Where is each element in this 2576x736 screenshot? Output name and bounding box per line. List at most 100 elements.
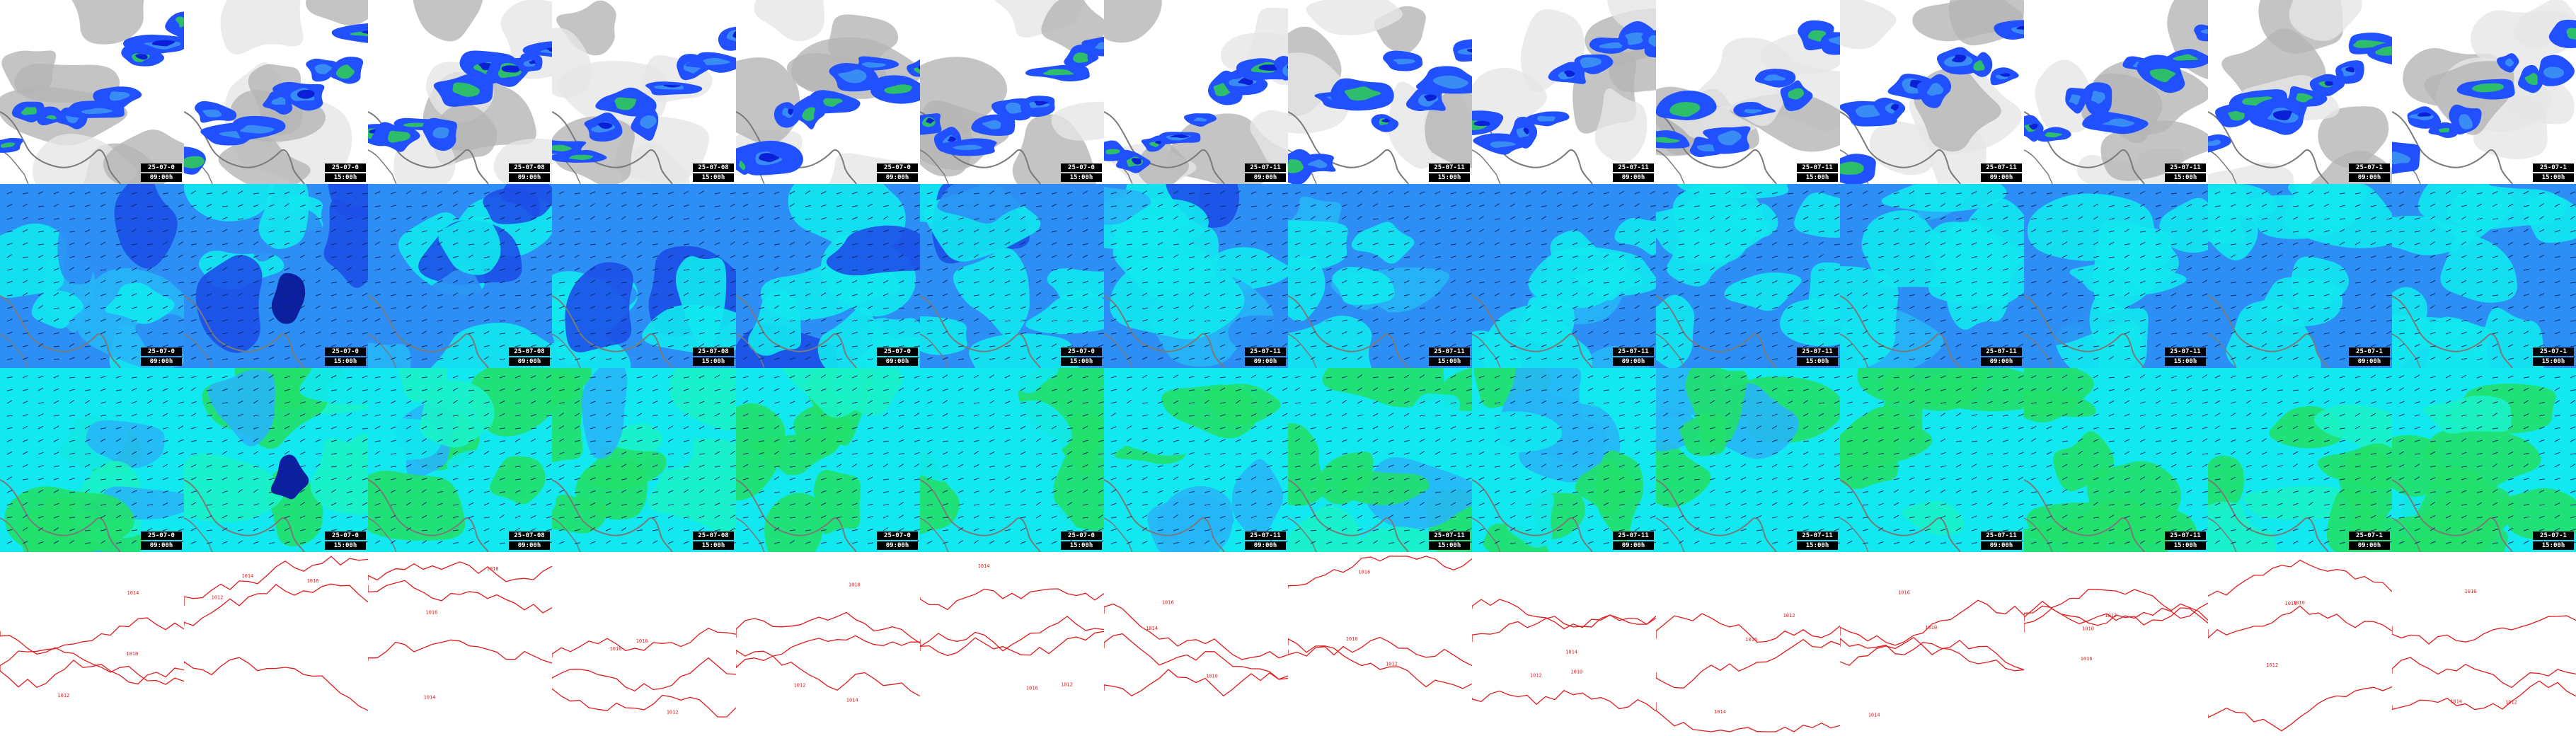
forecast-time-label: 09:00h bbox=[877, 357, 918, 366]
wind-speed-upper-map bbox=[0, 184, 184, 368]
forecast-time-label: 09:00h bbox=[1981, 173, 2022, 182]
isobar-label: 1012 bbox=[794, 683, 806, 689]
isobar-label: 1012 bbox=[1530, 672, 1542, 678]
wind-speed-lower-map bbox=[1656, 368, 1840, 552]
forecast-date-label: 25-07-11 bbox=[1981, 347, 2022, 356]
pressure-contours-map: 1010 1012 1014 bbox=[2208, 552, 2392, 736]
wind-speed-upper-panel: 25-07-0 09:00h bbox=[736, 184, 920, 368]
forecast-time-label: 09:00h bbox=[2349, 173, 2390, 182]
forecast-date-label: 25-07-11 bbox=[1613, 163, 1654, 172]
isobar-label: 1010 bbox=[126, 651, 138, 657]
isobar-label: 1016 bbox=[1358, 570, 1370, 575]
forecast-date-label: 25-07-11 bbox=[1245, 347, 1286, 356]
isobar-label: 1016 bbox=[1898, 590, 1910, 595]
wind-speed-upper-panel: 25-07-11 15:00h bbox=[1288, 184, 1472, 368]
isobar-label: 1010 bbox=[1206, 674, 1218, 679]
forecast-date-label: 25-07-11 bbox=[2165, 163, 2206, 172]
forecast-time-label: 15:00h bbox=[1061, 357, 1102, 366]
isobar-label: 1016 bbox=[2081, 656, 2093, 662]
forecast-date-label: 25-07-1 bbox=[2349, 163, 2390, 172]
wind-speed-upper-map bbox=[736, 184, 920, 368]
forecast-time-label: 09:00h bbox=[1613, 541, 1654, 550]
forecast-date-label: 25-07-0 bbox=[877, 163, 918, 172]
pressure-contours-map: 1014 1016 1010 bbox=[368, 552, 552, 736]
pressure-contours-panel: 1016 1010 1012 bbox=[552, 552, 736, 736]
precipitation-panel: 25-07-1 15:00h bbox=[2392, 0, 2576, 184]
wind-speed-upper-panel: 25-07-11 09:00h bbox=[1104, 184, 1288, 368]
forecast-time-label: 09:00h bbox=[509, 541, 550, 550]
pressure-contours-map: 1014 1016 1010 bbox=[1840, 552, 2024, 736]
wind-speed-lower-panel: 25-07-11 09:00h bbox=[1104, 368, 1288, 552]
forecast-date-label: 25-07-11 bbox=[1797, 347, 1838, 356]
pressure-contours-map: 1012 1014 1016 bbox=[2392, 552, 2576, 736]
wind-speed-lower-panel: 25-07-0 09:00h bbox=[736, 368, 920, 552]
precipitation-panel: 25-07-11 09:00h bbox=[1104, 0, 1288, 184]
forecast-date-label: 25-07-0 bbox=[141, 531, 182, 540]
precipitation-panel: 25-07-11 15:00h bbox=[1656, 0, 1840, 184]
precipitation-panel: 25-07-08 09:00h bbox=[368, 0, 552, 184]
wind-speed-lower-map bbox=[1288, 368, 1472, 552]
precipitation-panel: 25-07-11 09:00h bbox=[1472, 0, 1656, 184]
wind-speed-upper-panel: 25-07-0 09:00h bbox=[0, 184, 184, 368]
forecast-date-label: 25-07-1 bbox=[2533, 347, 2574, 356]
wind-speed-lower-panel: 25-07-11 15:00h bbox=[1656, 368, 1840, 552]
pressure-contours-map: 1010 1012 1014 bbox=[0, 552, 184, 736]
isobar-label: 1014 bbox=[242, 573, 254, 579]
isobar-label: 1010 bbox=[610, 646, 622, 652]
isobar-label: 1010 bbox=[849, 582, 861, 588]
pressure-contours-map: 1014 1016 1010 bbox=[1104, 552, 1288, 736]
forecast-time-label: 09:00h bbox=[1245, 357, 1286, 366]
forecast-date-label: 25-07-11 bbox=[1981, 531, 2022, 540]
wind-speed-lower-panel: 25-07-11 09:00h bbox=[1472, 368, 1656, 552]
wind-speed-lower-panel: 25-07-11 09:00h bbox=[1840, 368, 2024, 552]
precipitation-map bbox=[552, 0, 736, 184]
wind-speed-upper-panel: 25-07-08 09:00h bbox=[368, 184, 552, 368]
precipitation-panel: 25-07-0 15:00h bbox=[184, 0, 368, 184]
isobar-label: 1012 bbox=[1061, 682, 1073, 687]
isobar-label: 1012 bbox=[2505, 700, 2517, 706]
isobar-label: 1014 bbox=[2285, 601, 2297, 606]
forecast-time-label: 09:00h bbox=[1245, 173, 1286, 182]
pressure-contours-map: 1012 1014 1016 bbox=[1656, 552, 1840, 736]
forecast-date-label: 25-07-0 bbox=[1061, 347, 1102, 356]
precipitation-map bbox=[736, 0, 920, 184]
pressure-contours-map: 1016 1010 1012 bbox=[2024, 552, 2208, 736]
precipitation-map bbox=[1104, 0, 1288, 184]
forecast-date-label: 25-07-0 bbox=[1061, 163, 1102, 172]
isobar-label: 1014 bbox=[2450, 699, 2462, 705]
isobar-label: 1010 bbox=[2082, 626, 2094, 632]
isobar-label: 1016 bbox=[1162, 600, 1174, 606]
isobar-label: 1012 bbox=[57, 693, 69, 698]
precipitation-map bbox=[1288, 0, 1472, 184]
isobar-label: 1012 bbox=[1386, 661, 1398, 667]
pressure-contours-panel: 1010 1012 1014 bbox=[0, 552, 184, 736]
wind-speed-lower-panel: 25-07-11 15:00h bbox=[1288, 368, 1472, 552]
wind-speed-upper-map bbox=[1104, 184, 1288, 368]
precipitation-map bbox=[368, 0, 552, 184]
forecast-date-label: 25-07-11 bbox=[1245, 163, 1286, 172]
wind-speed-lower-map bbox=[736, 368, 920, 552]
isobar-label: 1014 bbox=[1868, 713, 1880, 718]
pressure-contours-panel: 1016 1010 1012 bbox=[1288, 552, 1472, 736]
wind-speed-lower-panel: 25-07-0 15:00h bbox=[184, 368, 368, 552]
forecast-time-label: 15:00h bbox=[1061, 541, 1102, 550]
pressure-contours-map: 1012 1014 1016 bbox=[920, 552, 1104, 736]
precipitation-map bbox=[920, 0, 1104, 184]
pressure-contours-panel: 1012 1014 1016 bbox=[184, 552, 368, 736]
forecast-time-label: 15:00h bbox=[693, 173, 734, 182]
forecast-time-label: 15:00h bbox=[2165, 173, 2206, 182]
forecast-time-label: 09:00h bbox=[1613, 357, 1654, 366]
forecast-time-label: 15:00h bbox=[1429, 357, 1470, 366]
pressure-contours-panel: 1010 1012 1014 bbox=[1472, 552, 1656, 736]
forecast-date-label: 25-07-11 bbox=[1429, 531, 1470, 540]
precipitation-map bbox=[2392, 0, 2576, 184]
wind-speed-upper-map bbox=[552, 184, 736, 368]
precipitation-panel: 25-07-1 09:00h bbox=[2208, 0, 2392, 184]
precipitation-map bbox=[0, 0, 184, 184]
forecast-time-label: 15:00h bbox=[2165, 357, 2206, 366]
forecast-date-label: 25-07-11 bbox=[1613, 347, 1654, 356]
forecast-date-label: 25-07-08 bbox=[509, 163, 550, 172]
wind-speed-upper-map bbox=[1472, 184, 1656, 368]
precipitation-panel: 25-07-11 15:00h bbox=[2024, 0, 2208, 184]
forecast-time-label: 09:00h bbox=[2349, 357, 2390, 366]
